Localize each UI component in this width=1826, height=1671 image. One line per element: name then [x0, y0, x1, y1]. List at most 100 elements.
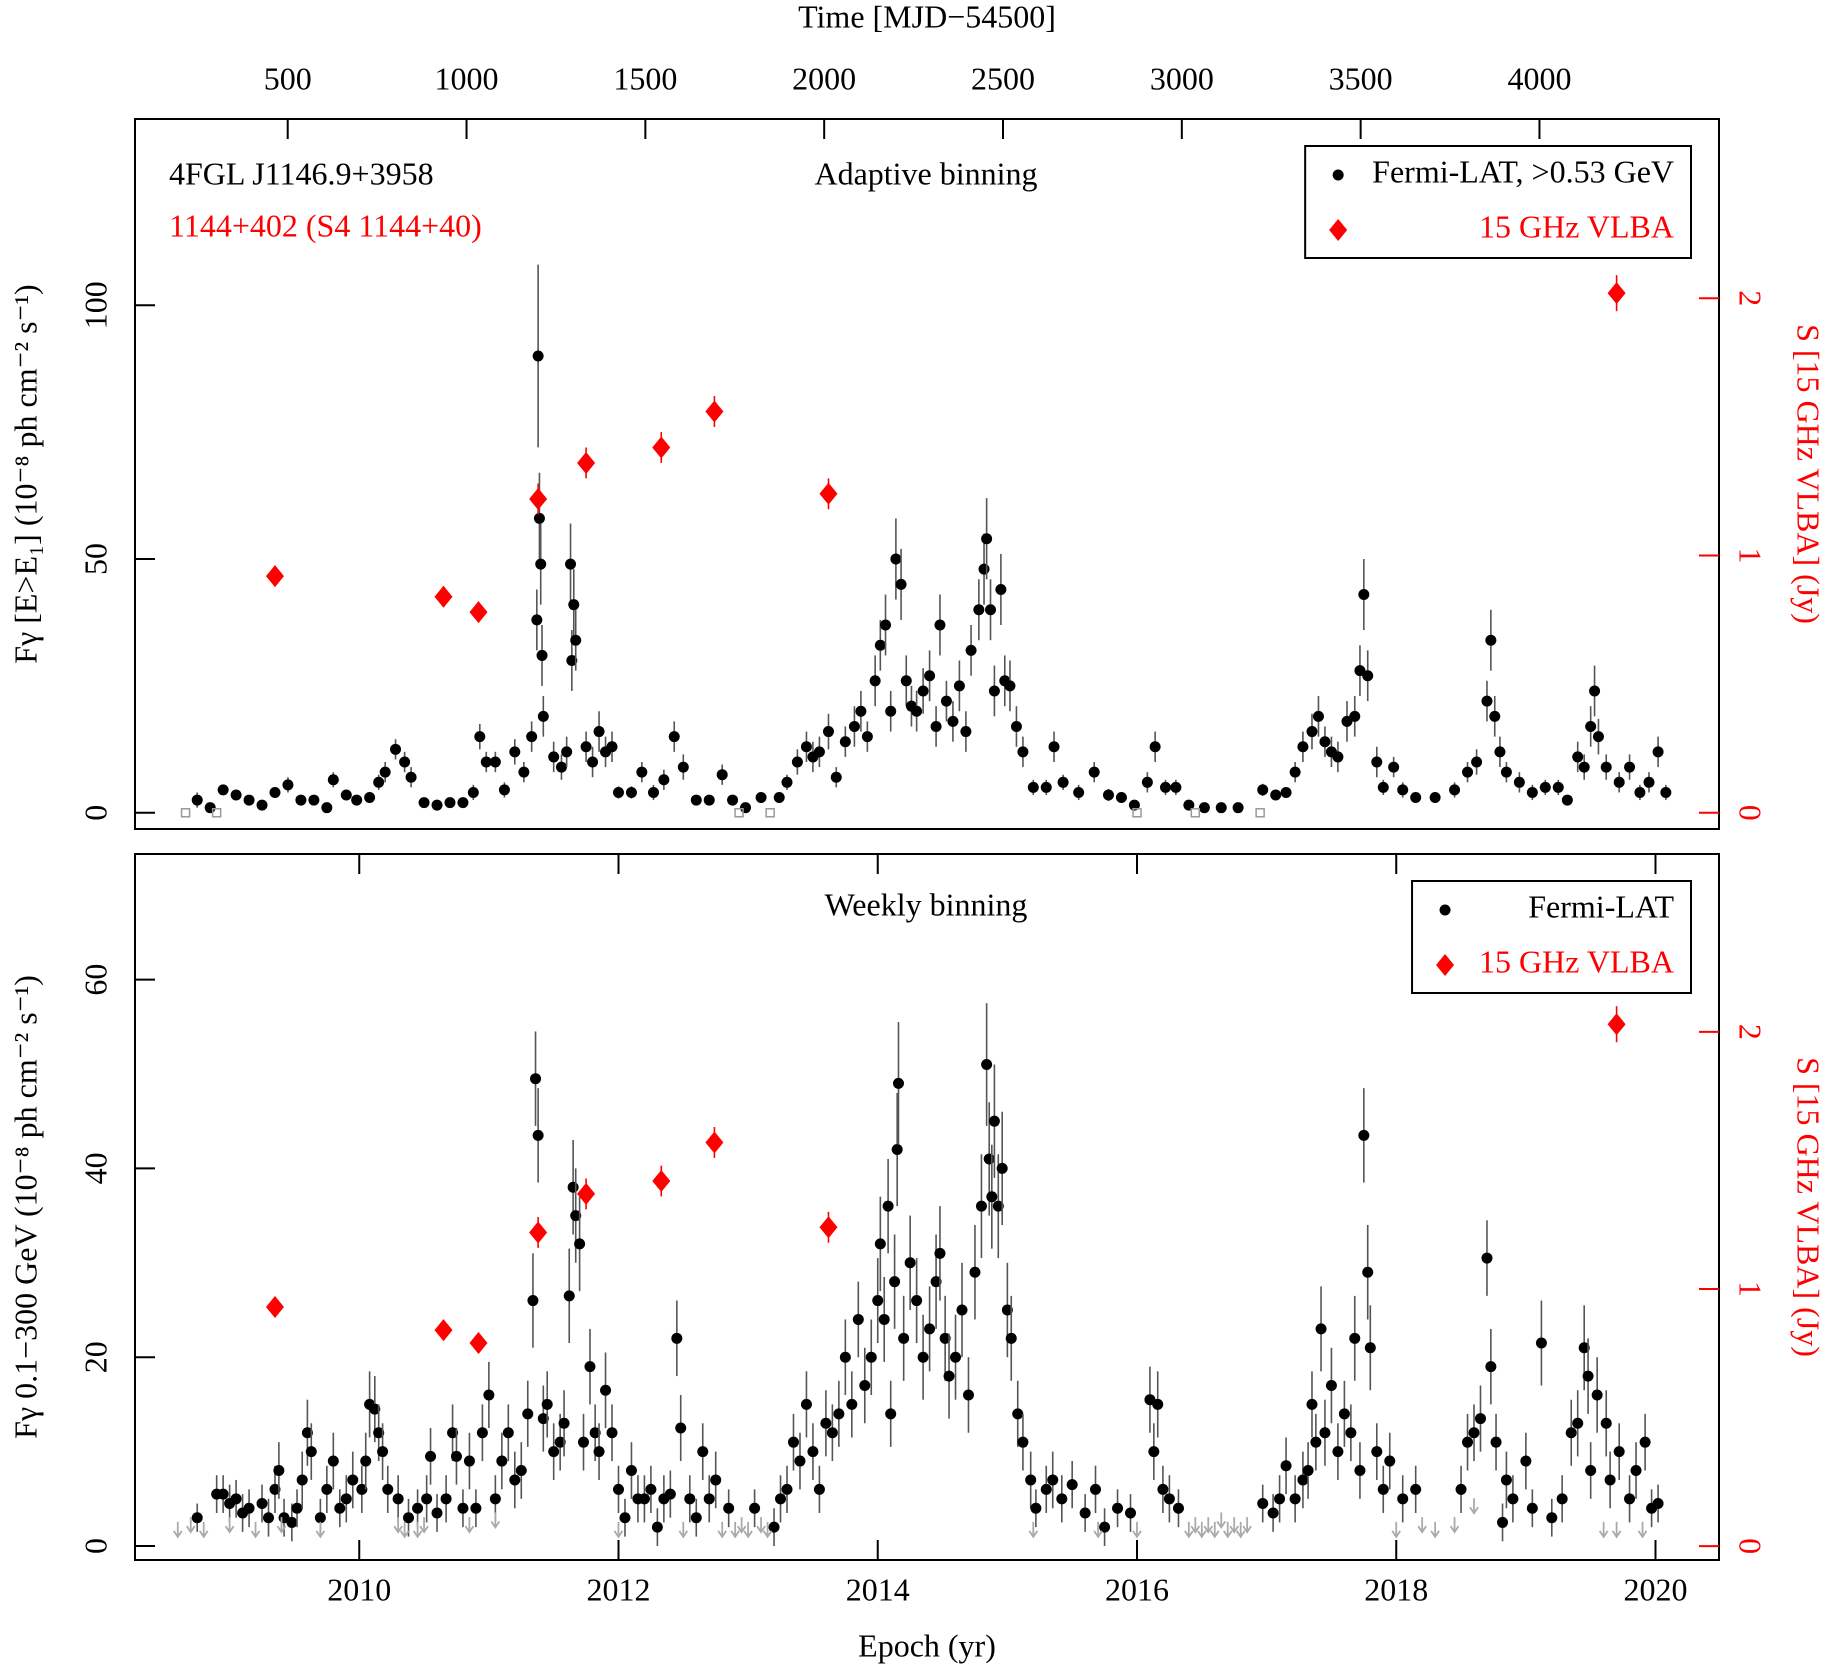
data-point [1358, 589, 1370, 601]
data-point [839, 736, 851, 748]
data-point [924, 1323, 936, 1335]
data-point [950, 1351, 962, 1363]
data-point [606, 741, 618, 753]
upper-limit [1190, 808, 1201, 818]
data-point [584, 1361, 596, 1373]
data-point [697, 1446, 709, 1458]
data-point [1455, 1483, 1467, 1495]
data-point [1485, 1361, 1497, 1373]
data-point [1591, 1389, 1603, 1401]
data-point [1607, 1013, 1626, 1036]
data-point [1148, 1446, 1160, 1458]
data-point [900, 675, 912, 687]
data-point [830, 771, 842, 783]
data-point [1232, 802, 1244, 814]
upper-limit [250, 1521, 261, 1539]
upper-limit [1391, 1521, 1401, 1539]
data-point [1099, 1521, 1111, 1533]
data-point [269, 786, 281, 798]
data-point [568, 599, 580, 611]
data-point [191, 794, 203, 806]
data-point [1471, 756, 1483, 768]
data-point [382, 1483, 394, 1495]
data-point [1481, 1252, 1493, 1264]
data-point [939, 1332, 951, 1344]
upper-limit [743, 1521, 753, 1539]
data-point [217, 784, 229, 796]
y2-tick-label: 2 [1733, 1024, 1769, 1040]
upper-limit [678, 1521, 689, 1539]
upper-limit [1028, 1521, 1039, 1539]
data-point [308, 794, 320, 806]
data-point [469, 601, 488, 624]
data-point [256, 1498, 268, 1510]
data-point [1040, 781, 1052, 793]
data-point [636, 766, 648, 778]
upper-limit [1093, 1521, 1103, 1539]
data-point [943, 1370, 955, 1382]
data-point [589, 1427, 601, 1439]
data-point [373, 776, 385, 788]
data-point [537, 1413, 549, 1425]
data-point [502, 1427, 514, 1439]
upper-limit [315, 1521, 326, 1539]
data-point [807, 1446, 819, 1458]
data-point [889, 1276, 901, 1288]
data-point [1354, 665, 1366, 677]
data-point [1030, 1502, 1042, 1514]
data-point [1306, 726, 1318, 738]
data-point [768, 1521, 780, 1533]
data-point [612, 1483, 624, 1495]
data-point [548, 1446, 560, 1458]
data-point [645, 1483, 657, 1495]
upper-limit [1469, 1498, 1479, 1515]
data-point [612, 786, 624, 798]
data-point [1526, 786, 1538, 798]
data-point [412, 1502, 424, 1514]
data-point [565, 558, 577, 570]
data-point [340, 1493, 352, 1505]
data-point [1546, 1512, 1558, 1524]
data-point [1578, 1342, 1590, 1354]
data-point [1012, 1408, 1024, 1420]
upper-limit [613, 1521, 624, 1539]
data-point [377, 1446, 389, 1458]
data-point [1001, 1304, 1013, 1316]
upper-limit [1637, 1521, 1648, 1539]
data-point [364, 792, 376, 804]
data-point [1332, 751, 1344, 763]
data-point [953, 680, 965, 692]
data-point [940, 695, 952, 707]
data-point [1115, 792, 1127, 804]
data-point [1004, 680, 1016, 692]
data-point [379, 766, 391, 778]
data-point [1302, 1464, 1314, 1476]
data-point [911, 705, 923, 717]
data-point [530, 1073, 542, 1085]
data-point [533, 512, 545, 524]
data-point [496, 1455, 508, 1467]
data-point [1280, 1460, 1292, 1472]
data-point [625, 1464, 637, 1476]
data-point [855, 705, 867, 717]
data-point [1289, 1493, 1301, 1505]
legend-marker [1329, 219, 1348, 241]
data-point [619, 1512, 631, 1524]
data-point [1349, 1332, 1361, 1344]
upper-limit [180, 808, 191, 818]
data-point [1289, 766, 1301, 778]
data-point [1539, 781, 1551, 793]
upper-limit [1190, 1517, 1201, 1534]
data-point [334, 1502, 346, 1514]
data-point [1462, 1436, 1474, 1448]
data-point [898, 1332, 910, 1344]
data-point [668, 731, 680, 743]
upper-limit [1611, 1521, 1622, 1539]
data-point [230, 1493, 242, 1505]
data-point [536, 649, 548, 661]
data-point [518, 766, 530, 778]
data-point [703, 794, 715, 806]
data-point [1500, 766, 1512, 778]
data-point [554, 1436, 566, 1448]
data-point [606, 1427, 618, 1439]
